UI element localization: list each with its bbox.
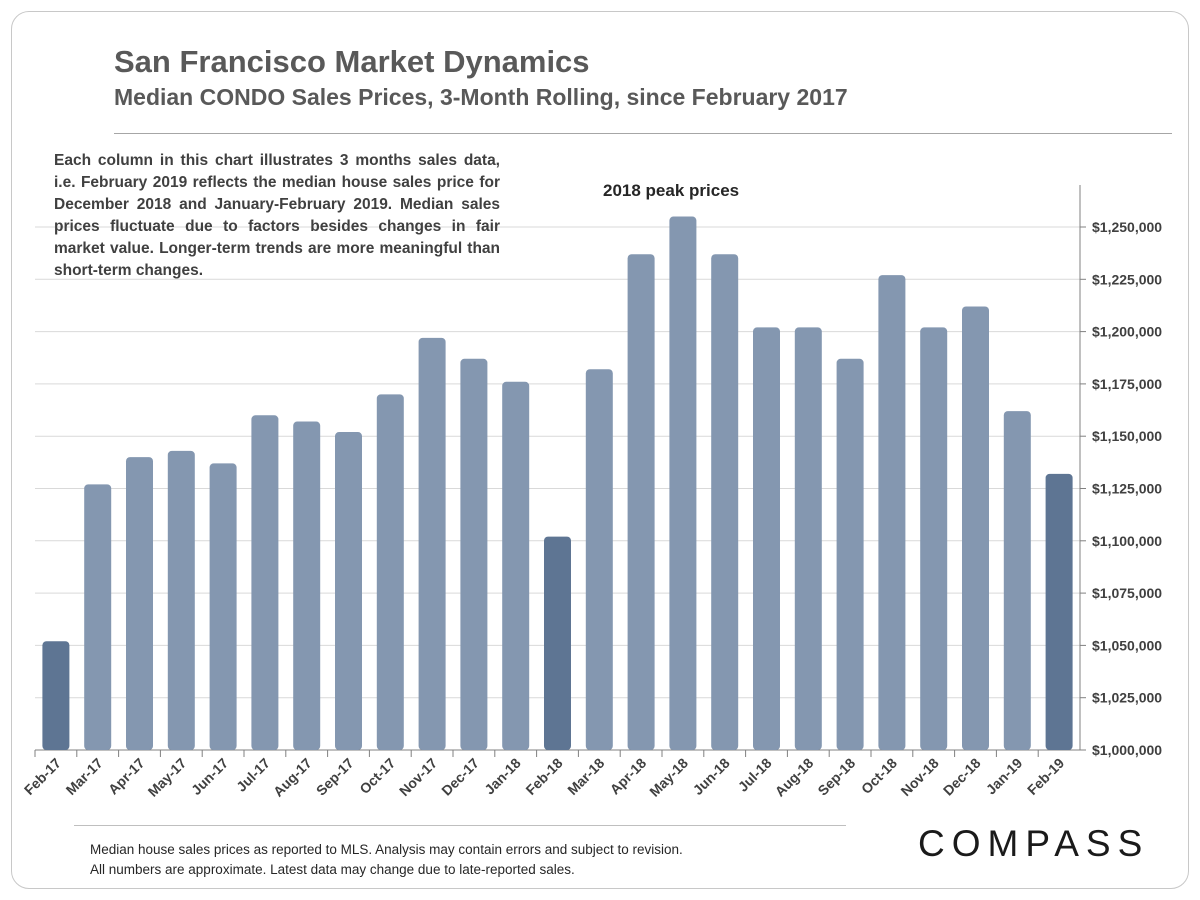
x-tick-label: Apr-18 xyxy=(607,755,650,798)
footer-note: Median house sales prices as reported to… xyxy=(90,840,683,880)
x-tick-label: Apr-17 xyxy=(105,755,148,798)
chart-title: San Francisco Market Dynamics xyxy=(114,44,590,79)
x-tick-label: Oct-18 xyxy=(858,755,900,797)
bar-may-18 xyxy=(669,216,697,751)
bar-jul-17 xyxy=(251,415,279,750)
bar-nov-17 xyxy=(418,337,446,750)
bar-oct-17 xyxy=(376,394,404,750)
bar-aug-17 xyxy=(293,421,321,750)
peak-annotation: 2018 peak prices xyxy=(603,181,740,200)
x-tick-label: Nov-18 xyxy=(897,755,941,799)
x-tick-label: Oct-17 xyxy=(356,755,398,797)
x-tick-label: Mar-18 xyxy=(564,755,607,798)
y-tick-label: $1,150,000 xyxy=(1092,428,1162,444)
bar-apr-18 xyxy=(627,254,655,751)
bar-aug-18 xyxy=(794,327,822,750)
bar-jun-17 xyxy=(209,463,237,750)
x-tick-label: Aug-17 xyxy=(270,755,315,800)
bar-dec-18 xyxy=(962,306,989,750)
bar-feb-17 xyxy=(42,641,70,750)
chart-subtitle: Median CONDO Sales Prices, 3-Month Rolli… xyxy=(114,84,848,110)
y-tick-label: $1,250,000 xyxy=(1092,219,1162,235)
bar-jun-18 xyxy=(711,254,739,751)
explanation-note: Each column in this chart illustrates 3 … xyxy=(54,152,500,279)
bar-sep-17 xyxy=(335,432,362,750)
x-tick-label: Jun-17 xyxy=(188,755,231,798)
x-tick-label: Dec-18 xyxy=(940,755,984,799)
x-tick-label: May-17 xyxy=(145,755,190,800)
y-tick-label: $1,125,000 xyxy=(1092,481,1162,497)
x-tick-label: Jun-18 xyxy=(690,755,733,798)
y-tick-label: $1,100,000 xyxy=(1092,533,1162,549)
x-tick-label: Aug-18 xyxy=(772,755,817,800)
x-tick-label: Nov-17 xyxy=(396,755,440,799)
x-tick-label: Mar-17 xyxy=(63,755,106,798)
y-tick-label: $1,075,000 xyxy=(1092,585,1162,601)
x-tick-label: Feb-17 xyxy=(21,755,64,798)
footer-divider xyxy=(74,825,846,826)
bar-nov-18 xyxy=(920,327,948,750)
bar-mar-17 xyxy=(84,484,112,750)
bar-jul-18 xyxy=(753,327,780,750)
x-tick-label: Dec-17 xyxy=(438,755,482,799)
x-tick-label: Feb-18 xyxy=(522,755,565,798)
x-tick-label: Jan-18 xyxy=(481,755,524,798)
y-tick-label: $1,025,000 xyxy=(1092,690,1162,706)
y-tick-label: $1,050,000 xyxy=(1092,637,1162,653)
bar-jan-18 xyxy=(502,381,530,750)
y-tick-label: $1,175,000 xyxy=(1092,376,1162,392)
x-tick-label: Jan-19 xyxy=(983,755,1026,798)
x-tick-label: Sep-17 xyxy=(313,755,357,799)
bar-mar-18 xyxy=(585,369,613,750)
y-tick-label: $1,225,000 xyxy=(1092,271,1162,287)
footer-line-1: Median house sales prices as reported to… xyxy=(90,842,683,857)
x-tick-label: Feb-19 xyxy=(1024,755,1067,798)
y-tick-label: $1,000,000 xyxy=(1092,742,1162,758)
bar-oct-18 xyxy=(878,275,906,750)
footer-line-2: All numbers are approximate. Latest data… xyxy=(90,862,575,877)
x-tick-label: Sep-18 xyxy=(814,755,858,799)
x-tick-label: Jul-18 xyxy=(735,755,775,795)
y-tick-label: $1,200,000 xyxy=(1092,324,1162,340)
divider xyxy=(114,133,1172,134)
compass-logo: COMPASS xyxy=(918,823,1150,864)
bar-feb-18 xyxy=(544,536,571,750)
x-tick-label: Jul-17 xyxy=(233,755,273,795)
bar-dec-17 xyxy=(460,358,488,750)
x-tick-label: May-18 xyxy=(646,755,691,800)
bar-feb-19 xyxy=(1045,473,1073,750)
bar-sep-18 xyxy=(836,358,864,750)
bar-jan-19 xyxy=(1003,411,1031,750)
bar-may-17 xyxy=(167,450,195,750)
bar-apr-17 xyxy=(126,457,153,750)
